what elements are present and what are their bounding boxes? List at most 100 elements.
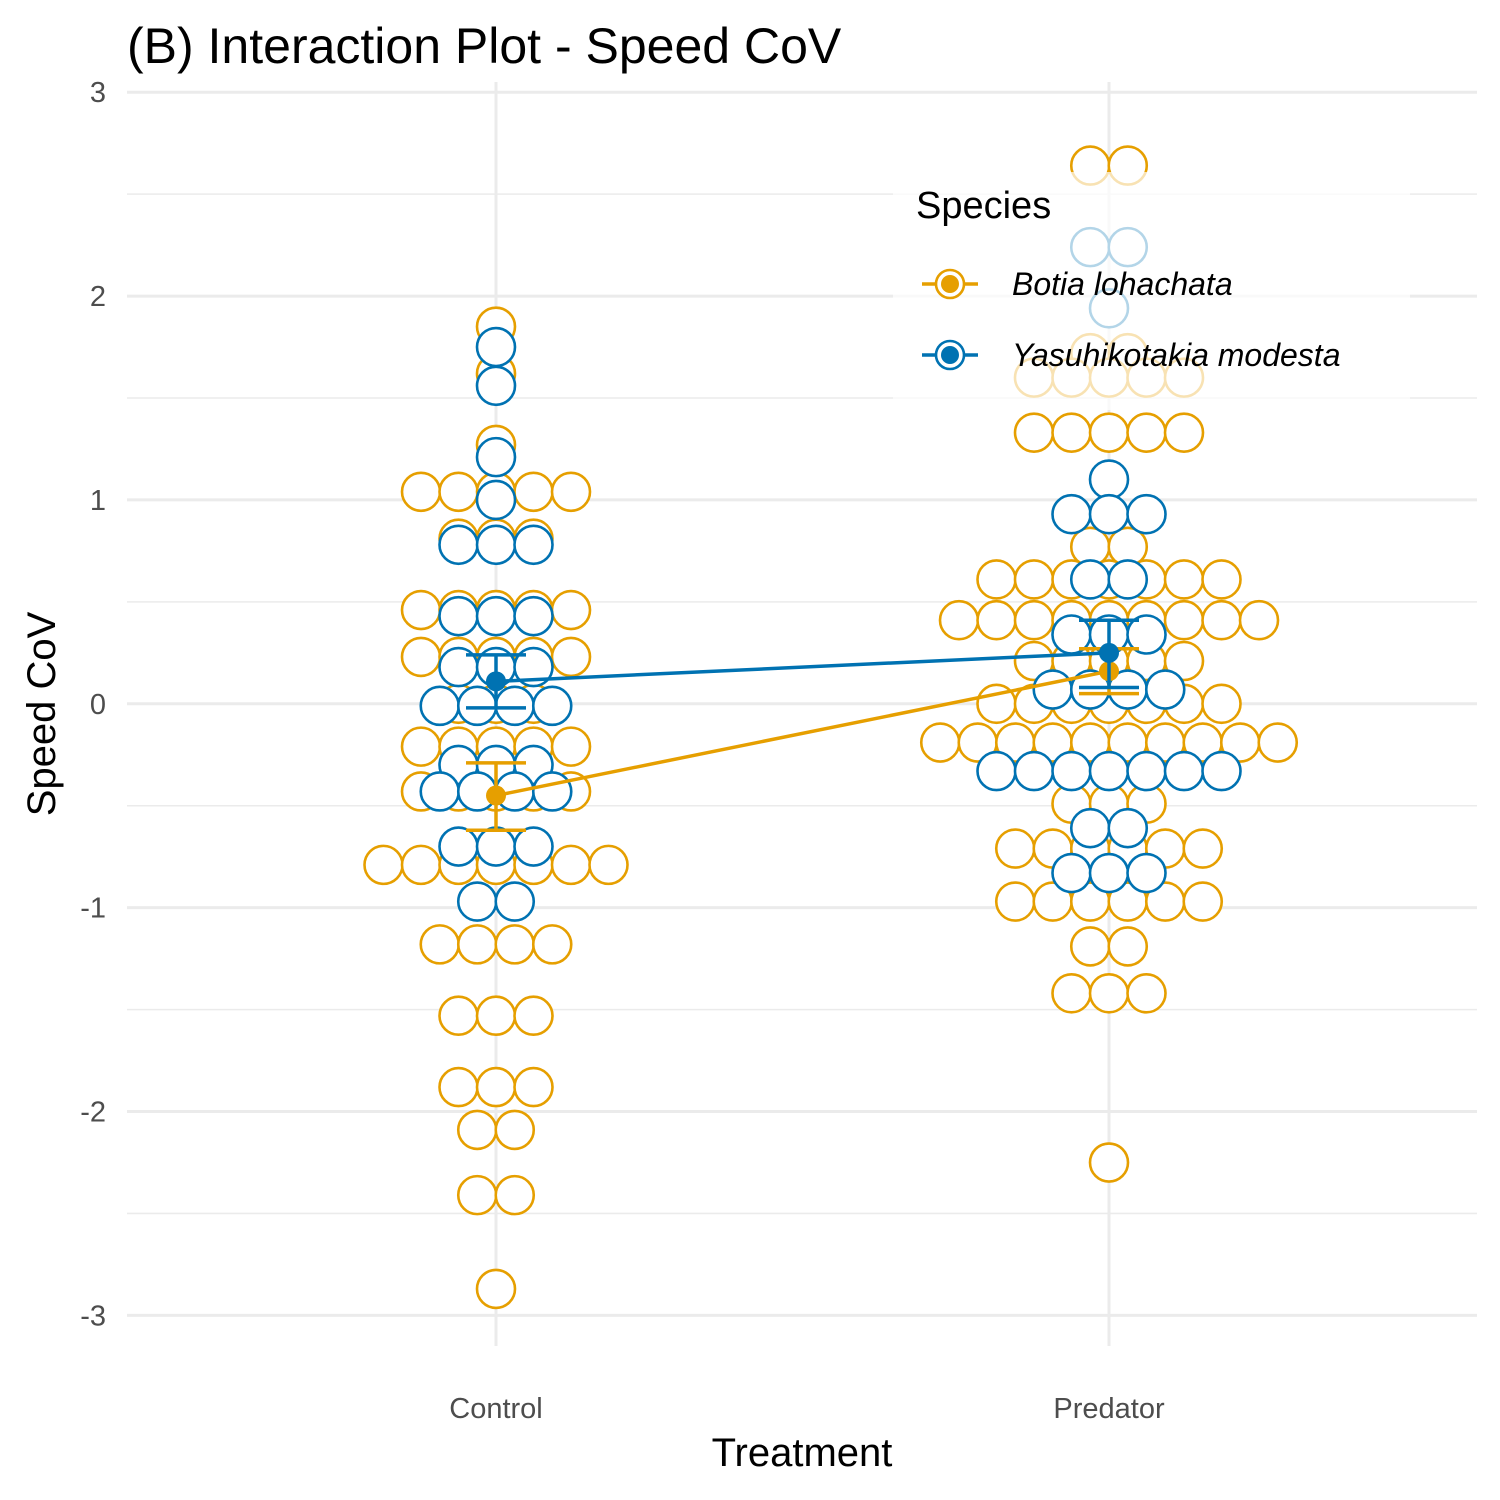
data-dot [1257,722,1299,763]
data-dot [475,1268,517,1310]
data-dot [1126,412,1167,453]
chart-text: (B) Interaction Plot - Speed CoV -3 -2 -1 0 1… [20,18,1165,1475]
data-dot [1088,750,1130,792]
data-dot [400,471,442,513]
data-dot [456,685,498,727]
mean-line [495,669,1110,798]
data-dot [1013,750,1055,792]
data-dot [494,1174,536,1216]
data-dot [1182,881,1224,922]
data-dot [1107,559,1149,600]
data-dot [513,1066,554,1108]
data-dot [513,595,554,637]
data-dot [1163,640,1205,682]
data-dot [494,881,536,922]
data-dot [475,326,517,368]
data-dot [588,844,629,886]
data-dot [1088,973,1130,1014]
data-dot [1069,559,1111,600]
data-dot [994,828,1036,869]
data-dot [1013,412,1055,453]
data-dot [1163,559,1205,600]
data-dot [438,826,479,867]
legend-background [893,172,1410,410]
data-dot [550,589,592,631]
data-dot [976,559,1017,600]
data-dot [419,685,461,727]
y-tick-label: 3 [90,77,106,109]
data-dot [400,589,442,631]
legend: Species Botia lohachata Yasuhikotakia mode… [893,172,1410,410]
mean-point [486,671,506,692]
data-dot [513,471,554,513]
data-dot [475,595,517,637]
data-dot [1088,412,1130,453]
data-dot [1032,669,1074,710]
data-dot [1088,1142,1130,1183]
data-dot [438,1066,479,1108]
data-dot [419,771,461,812]
data-dot [513,646,554,688]
data-dot [1088,493,1130,535]
data-dot [1107,926,1149,967]
data-dot [919,722,961,763]
data-dot [438,524,479,566]
data-dot [531,771,573,812]
legend-key-point [941,275,959,293]
y-tick-label: 0 [90,689,106,721]
data-dot [400,726,442,767]
y-tick-label: 2 [90,281,106,313]
data-dot [475,365,517,407]
data-dot [976,599,1017,641]
data-dot [419,924,461,965]
data-dot [550,726,592,767]
data-dot [438,995,479,1037]
data-dot [938,599,980,641]
data-dot [1201,750,1242,792]
legend-key-point [941,346,959,364]
x-axis-title: Treatment [712,1431,893,1475]
data-dot [1238,599,1280,641]
data-dot [1069,807,1111,849]
data-dot [1163,599,1205,641]
data-dot [456,924,498,965]
data-dot [1126,750,1167,792]
data-dot [550,844,592,886]
data-dot [1163,750,1205,792]
data-dot [1144,669,1186,710]
data-dot [1201,599,1242,641]
data-dot [1013,599,1055,641]
data-dot [994,881,1036,922]
y-axis-title: Speed CoV [20,611,64,816]
mean-point [1099,642,1119,663]
data-dot [1107,807,1149,849]
data-dot [550,471,592,513]
y-tick-label: -2 [80,1097,106,1129]
y-tick-label: -3 [80,1300,106,1332]
data-dot [1201,559,1242,600]
data-dot [976,750,1017,792]
data-dot [475,436,517,478]
data-dot [1051,412,1092,453]
data-dot [1051,973,1092,1014]
mean-point [486,785,506,806]
data-dot [400,844,442,886]
data-dot [456,1109,498,1151]
data-dot [1126,493,1167,535]
data-dot [400,636,442,678]
data-dot [1126,852,1167,894]
legend-label: Yasuhikotakia modesta [1012,337,1340,373]
data-dot [456,881,498,922]
data-dot [1051,493,1092,535]
data-dot [531,924,573,965]
mean-lines-and-error-bars [466,618,1139,832]
data-dot [1126,973,1167,1014]
data-dot [1126,614,1167,655]
data-dot [475,524,517,566]
legend-title: Species [916,185,1051,227]
legend-label: Botia lohachata [1012,266,1233,302]
data-dot [475,1066,517,1108]
data-dot [475,826,517,867]
data-dot [438,471,479,513]
data-dot [363,844,404,886]
